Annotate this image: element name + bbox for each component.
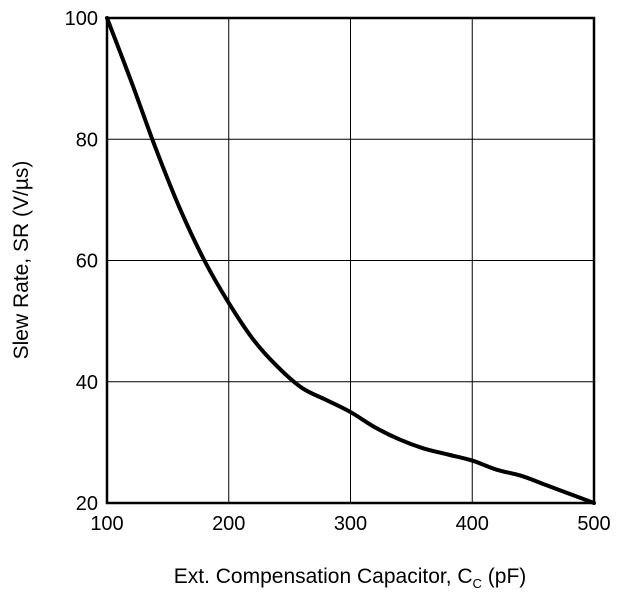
x-tick-label: 400 [456,513,489,535]
x-axis-label-subscript: C [473,576,482,591]
x-tick-label: 300 [334,513,367,535]
y-tick-label: 80 [76,129,98,151]
y-tick-labels: 20 40 60 80 100 [65,8,98,515]
x-axis-label: Ext. Compensation Capacitor, CC (pF) [174,565,527,591]
x-tick-label: 500 [577,513,610,535]
series-line [105,16,596,505]
plot-frame [105,16,596,505]
x-tick-labels: 100 200 300 400 500 [90,513,610,535]
y-tick-label: 20 [76,493,98,515]
y-tick-label: 40 [76,372,98,394]
x-tick-label: 200 [212,513,245,535]
x-tick-label: 100 [90,513,123,535]
grid-lines [107,18,594,503]
x-axis-label-unit: (pF) [482,565,526,588]
y-axis-label: Slew Rate, SR (V/µs) [10,161,33,360]
y-tick-label: 60 [76,251,98,273]
y-tick-label: 100 [65,8,98,30]
